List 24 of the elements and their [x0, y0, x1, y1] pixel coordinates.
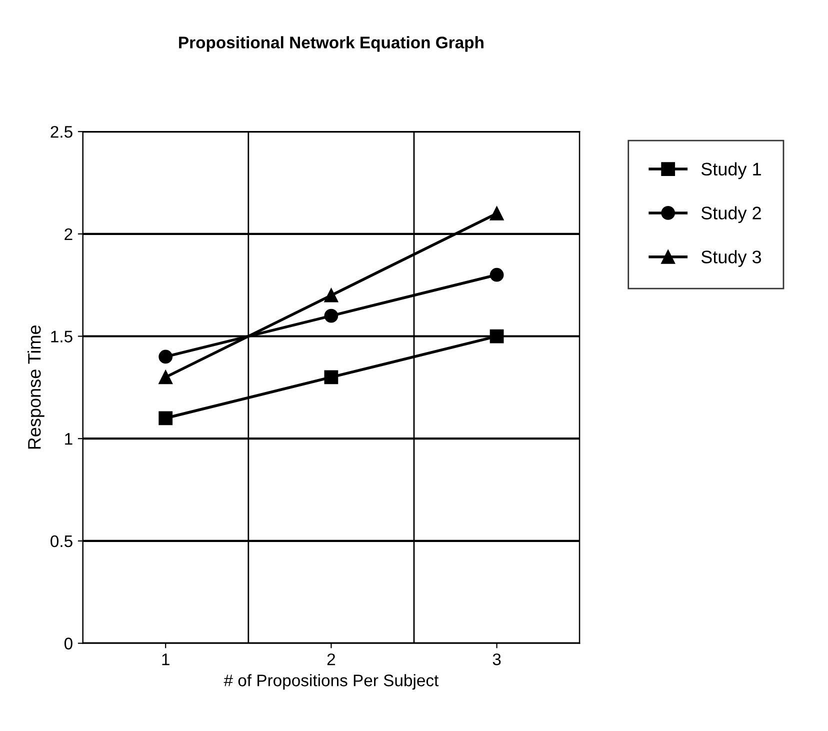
point — [324, 370, 338, 384]
point — [490, 268, 504, 282]
legend-label: Study 1 — [701, 162, 761, 180]
y-tick-label: 2 — [64, 228, 72, 240]
point — [158, 370, 173, 384]
y-tick-label: 0 — [64, 638, 72, 650]
point — [158, 350, 173, 364]
point — [324, 308, 338, 323]
point — [490, 329, 504, 344]
x-tick-label: 3 — [492, 653, 501, 666]
x-axis-title: # of Propositions Per Subject — [224, 674, 439, 690]
x-tick-label: 2 — [327, 653, 335, 666]
y-tick-label: 1.5 — [51, 330, 72, 342]
y-tick-label: 0.5 — [50, 535, 72, 548]
y-tick-label: 1 — [65, 433, 72, 445]
point — [158, 411, 173, 426]
point — [324, 288, 338, 302]
legend-label: Study 2 — [701, 206, 761, 224]
y-axis-title: Response Time — [28, 326, 44, 449]
x-tick-label: 1 — [162, 654, 170, 666]
point — [490, 206, 504, 220]
chart-title: Propositional Network Equation Graph — [179, 36, 484, 52]
y-tick-label: 2.5 — [50, 126, 72, 138]
legend-label: Study 3 — [701, 250, 762, 267]
